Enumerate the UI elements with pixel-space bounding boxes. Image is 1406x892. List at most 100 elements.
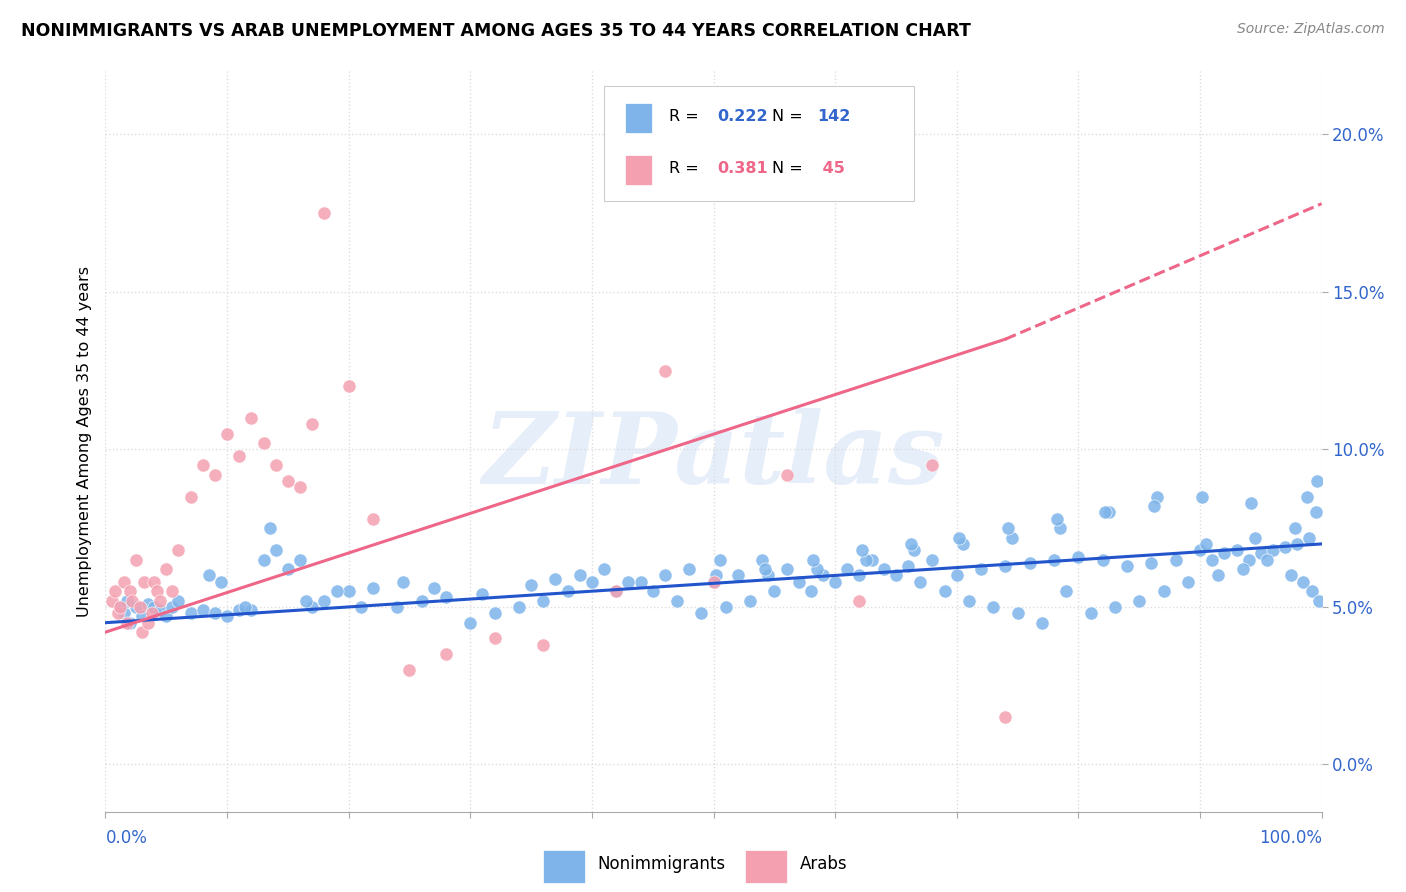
Point [458,615,481,630]
Point [709,552,731,566]
Point [143,599,166,614]
Point [994,559,1017,574]
Point [180,490,202,504]
Text: R =: R = [668,109,703,124]
Point [112,574,135,589]
Point [1284,521,1306,535]
FancyBboxPatch shape [605,87,914,201]
Point [520,578,543,592]
Point [775,467,797,482]
Point [1146,490,1168,504]
Point [209,574,232,589]
Point [387,599,409,614]
Point [423,581,446,595]
Point [727,568,749,582]
Point [314,206,336,220]
Point [117,593,139,607]
Point [981,599,1004,614]
Point [581,574,603,589]
Point [1177,574,1199,589]
Point [288,480,311,494]
Point [155,609,177,624]
Point [125,599,148,614]
Point [180,606,202,620]
Point [751,552,773,566]
Point [314,593,336,607]
Point [1201,552,1223,566]
Point [1000,531,1022,545]
Text: Nonimmigrants: Nonimmigrants [598,855,725,873]
Point [1305,505,1327,519]
Point [557,584,579,599]
Text: Arabs: Arabs [800,855,848,873]
Point [118,584,141,599]
Point [970,562,993,576]
Point [228,603,250,617]
Point [471,587,494,601]
Point [738,593,761,607]
Text: ZIPatlas: ZIPatlas [482,409,945,505]
Point [921,458,943,472]
FancyBboxPatch shape [624,103,651,133]
Point [654,364,676,378]
Point [1091,552,1114,566]
Point [167,543,190,558]
Point [1301,584,1323,599]
Point [100,593,122,607]
Point [1140,556,1163,570]
Point [690,606,713,620]
Y-axis label: Unemployment Among Ages 35 to 44 years: Unemployment Among Ages 35 to 44 years [76,266,91,617]
Point [1261,543,1284,558]
Point [824,574,846,589]
Point [434,591,457,605]
Point [1240,496,1263,510]
Point [350,599,373,614]
Point [666,593,689,607]
Point [756,568,779,582]
Point [1094,505,1116,519]
Point [1306,474,1329,488]
Point [957,593,980,607]
Point [191,458,214,472]
Point [544,572,567,586]
Point [301,417,323,432]
Point [1018,556,1040,570]
Point [167,593,190,607]
Point [848,593,870,607]
Point [198,568,221,582]
Point [1232,562,1254,576]
Point [1243,531,1265,545]
Point [903,543,925,558]
Point [1153,584,1175,599]
Point [125,552,148,566]
Point [1274,540,1296,554]
Point [143,574,166,589]
Point [233,599,256,614]
Point [1256,552,1278,566]
Point [630,574,652,589]
Point [392,574,415,589]
Text: N =: N = [772,109,808,124]
Point [775,562,797,576]
Point [1164,552,1187,566]
Point [252,552,274,566]
Point [277,562,299,576]
Text: 0.222: 0.222 [717,109,768,124]
Point [277,474,299,488]
Text: 0.0%: 0.0% [105,829,148,847]
Point [162,584,184,599]
Point [361,512,384,526]
Point [149,593,172,607]
Point [508,599,530,614]
Text: Source: ZipAtlas.com: Source: ZipAtlas.com [1237,22,1385,37]
Point [897,559,920,574]
Point [191,603,214,617]
Point [873,562,896,576]
FancyBboxPatch shape [745,849,787,883]
Point [484,632,506,646]
Point [337,584,360,599]
Point [921,552,943,566]
Point [1054,584,1077,599]
Point [704,568,727,582]
Point [641,584,664,599]
